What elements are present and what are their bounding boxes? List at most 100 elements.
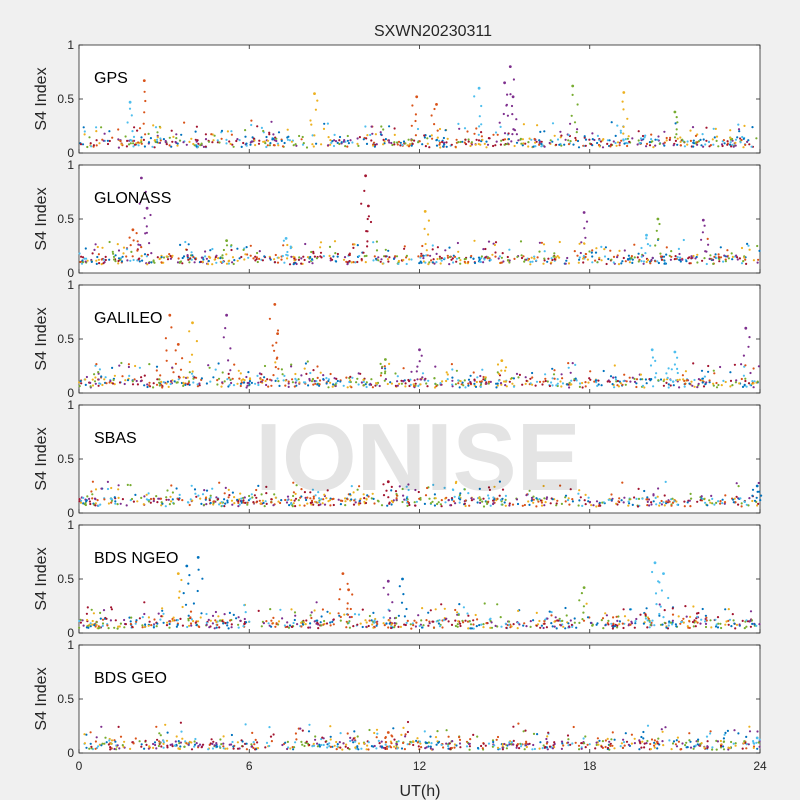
data-point	[265, 502, 268, 505]
data-point	[527, 145, 530, 148]
data-point	[417, 490, 420, 494]
data-point	[325, 497, 328, 500]
data-point	[559, 619, 562, 622]
data-point	[83, 133, 86, 136]
data-point	[84, 247, 87, 250]
data-point	[508, 743, 511, 746]
data-point	[380, 740, 383, 743]
data-point	[91, 619, 94, 623]
data-point	[171, 140, 174, 143]
data-point	[626, 258, 630, 261]
data-point	[469, 144, 472, 148]
data-point	[421, 372, 425, 375]
spike-trail-point	[576, 103, 579, 106]
data-point	[469, 382, 472, 385]
data-point	[456, 625, 459, 628]
data-point	[315, 257, 319, 260]
spike-trail-point	[144, 190, 147, 193]
data-point	[654, 144, 657, 147]
data-point	[494, 241, 498, 244]
data-point	[354, 746, 357, 749]
data-point	[697, 738, 700, 741]
spike-trail-point	[657, 237, 660, 241]
data-point	[697, 378, 701, 381]
data-point	[604, 745, 607, 749]
data-point	[673, 500, 676, 503]
data-point	[103, 742, 106, 745]
data-point	[544, 501, 547, 504]
data-point	[566, 256, 569, 260]
data-point	[485, 382, 488, 385]
spike-trail-point	[181, 357, 184, 360]
data-point	[226, 378, 229, 381]
data-point	[741, 619, 744, 623]
data-point	[593, 380, 596, 383]
data-point	[709, 732, 712, 735]
data-point	[646, 504, 649, 507]
data-point	[243, 258, 246, 261]
data-point	[346, 732, 349, 735]
data-point	[544, 745, 547, 749]
data-point	[292, 144, 295, 147]
data-point	[561, 382, 565, 385]
data-point	[458, 256, 461, 260]
data-point	[94, 740, 97, 743]
data-point	[166, 744, 169, 747]
data-point	[305, 619, 308, 622]
data-point	[567, 497, 570, 500]
data-point	[137, 141, 140, 144]
data-point	[426, 142, 429, 145]
data-point	[467, 382, 470, 385]
data-point	[165, 143, 168, 146]
data-point	[659, 255, 663, 258]
spike-trail-point	[309, 119, 312, 122]
data-point	[658, 142, 661, 145]
data-point	[212, 376, 215, 379]
data-point	[148, 620, 151, 623]
data-point	[214, 368, 217, 371]
data-point	[152, 259, 155, 262]
data-point	[352, 261, 355, 264]
data-point	[319, 621, 322, 624]
data-point	[707, 140, 711, 144]
data-point	[458, 496, 461, 499]
spike-trail-point	[427, 219, 430, 222]
data-point	[380, 125, 383, 128]
data-point	[473, 378, 476, 381]
data-point	[367, 741, 370, 744]
data-point	[158, 732, 161, 735]
data-point	[701, 497, 704, 500]
data-point	[165, 255, 168, 258]
data-point	[606, 380, 609, 383]
data-point	[314, 738, 317, 741]
data-point	[83, 130, 86, 133]
data-point	[543, 620, 546, 623]
data-point	[581, 381, 584, 385]
data-point	[147, 624, 150, 627]
data-point	[532, 495, 535, 498]
data-point	[739, 141, 742, 144]
data-point	[600, 259, 603, 262]
data-point	[93, 248, 96, 251]
data-point	[670, 250, 673, 253]
data-point	[158, 257, 161, 261]
data-point	[484, 247, 487, 251]
data-point	[729, 371, 732, 374]
data-point	[148, 745, 151, 748]
data-point	[501, 746, 504, 749]
data-point	[578, 382, 582, 385]
data-point	[637, 252, 640, 255]
data-point	[531, 260, 534, 263]
data-point	[472, 619, 475, 622]
data-point	[308, 723, 311, 726]
data-point	[339, 380, 342, 383]
data-point	[160, 745, 163, 748]
data-point	[237, 623, 240, 626]
spike-trail-point	[584, 236, 587, 239]
data-point	[663, 130, 666, 133]
data-point	[625, 380, 628, 383]
data-point	[290, 499, 293, 502]
data-point	[646, 724, 650, 727]
data-point	[366, 134, 369, 137]
data-point	[405, 621, 408, 625]
